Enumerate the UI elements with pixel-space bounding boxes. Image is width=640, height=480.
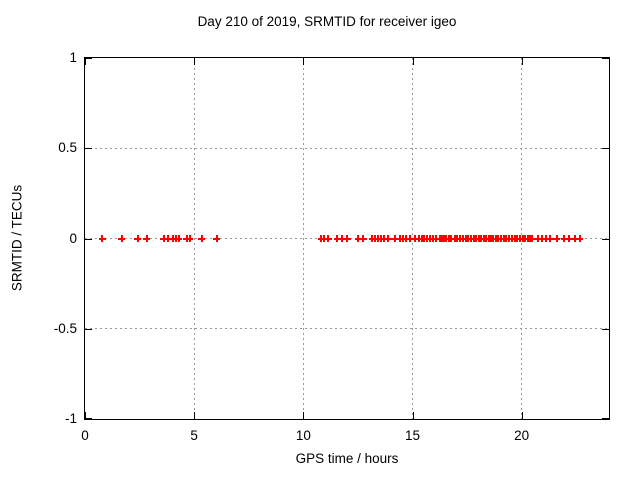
plot-area: 0 5 10 15 20 -1 -0.5 0 0.5 1 <box>54 50 610 443</box>
data-point-marker <box>534 235 542 242</box>
x-tick-top <box>303 58 305 65</box>
x-tick-label: 0 <box>81 428 89 443</box>
x-tick-label: 15 <box>404 428 421 443</box>
data-point-marker <box>118 235 126 242</box>
y-tick-left <box>85 238 92 240</box>
data-point-marker <box>333 235 341 242</box>
y-tick-left <box>85 328 92 330</box>
data-point-marker <box>528 235 536 242</box>
data-point-marker <box>213 235 221 242</box>
y-tick-right <box>602 418 609 419</box>
data-point-marker <box>391 235 399 242</box>
chart-title: Day 210 of 2019, SRMTID for receiver ige… <box>197 14 457 29</box>
vertical-gridline <box>302 58 304 419</box>
y-tick-label: 1 <box>69 50 77 65</box>
x-tick-bottom <box>521 412 523 419</box>
data-point-marker <box>560 235 568 242</box>
data-point-marker <box>432 235 440 242</box>
data-point-marker <box>380 235 388 242</box>
data-point-marker <box>164 235 172 242</box>
x-tick-bottom <box>303 412 305 419</box>
x-tick-bottom <box>194 412 196 419</box>
data-point-marker <box>338 235 346 242</box>
data-point-marker <box>576 235 584 242</box>
x-tick-label: 20 <box>514 428 530 443</box>
y-tick-label: 0 <box>69 230 77 246</box>
y-tick-label: -1 <box>64 411 77 426</box>
y-tick-left <box>85 418 92 419</box>
x-tick-top <box>521 58 523 65</box>
data-point-marker <box>402 235 410 242</box>
data-point-marker <box>320 235 328 242</box>
data-point-marker <box>546 235 554 242</box>
data-point-marker <box>186 235 194 242</box>
x-tick-top <box>85 58 86 65</box>
y-tick-right <box>602 58 609 59</box>
data-point-marker <box>447 235 455 242</box>
vertical-gridline <box>193 58 195 419</box>
data-point-marker <box>565 235 573 242</box>
y-tick-right <box>602 328 609 330</box>
x-tick-top <box>194 58 196 65</box>
x-tick-label: 10 <box>295 428 311 443</box>
data-point-marker <box>198 235 206 242</box>
data-point-marker <box>553 235 561 242</box>
data-point-marker <box>538 235 546 242</box>
data-point-marker <box>384 235 392 242</box>
y-tick-label: -0.5 <box>53 320 77 336</box>
y-tick-right <box>602 148 609 150</box>
data-point-marker <box>175 235 183 242</box>
y-axis-label: SRMTID / TECUs <box>9 184 25 292</box>
data-point-marker <box>343 235 351 242</box>
x-tick-bottom <box>85 412 86 419</box>
y-tick-left <box>85 148 92 150</box>
data-point-marker <box>359 235 367 242</box>
y-tick-left <box>85 58 92 59</box>
x-tick-label: 5 <box>190 428 198 443</box>
y-tick-right <box>602 238 609 240</box>
x-axis-label: GPS time / hours <box>295 451 399 466</box>
x-tick-top <box>412 58 414 65</box>
horizontal-gridline <box>85 328 609 330</box>
horizontal-gridline <box>85 147 609 149</box>
y-tick-label: 0.5 <box>58 140 77 156</box>
data-point-marker <box>160 235 168 242</box>
data-point-marker <box>571 235 578 242</box>
data-point-marker <box>354 235 362 242</box>
data-point-marker <box>134 235 142 242</box>
x-tick-bottom <box>412 412 414 419</box>
data-point-marker <box>324 235 332 242</box>
data-point-marker <box>542 235 550 242</box>
data-point-marker <box>143 235 151 242</box>
data-point-marker <box>406 235 414 242</box>
data-point-marker <box>411 235 419 242</box>
data-point-marker <box>98 235 106 242</box>
